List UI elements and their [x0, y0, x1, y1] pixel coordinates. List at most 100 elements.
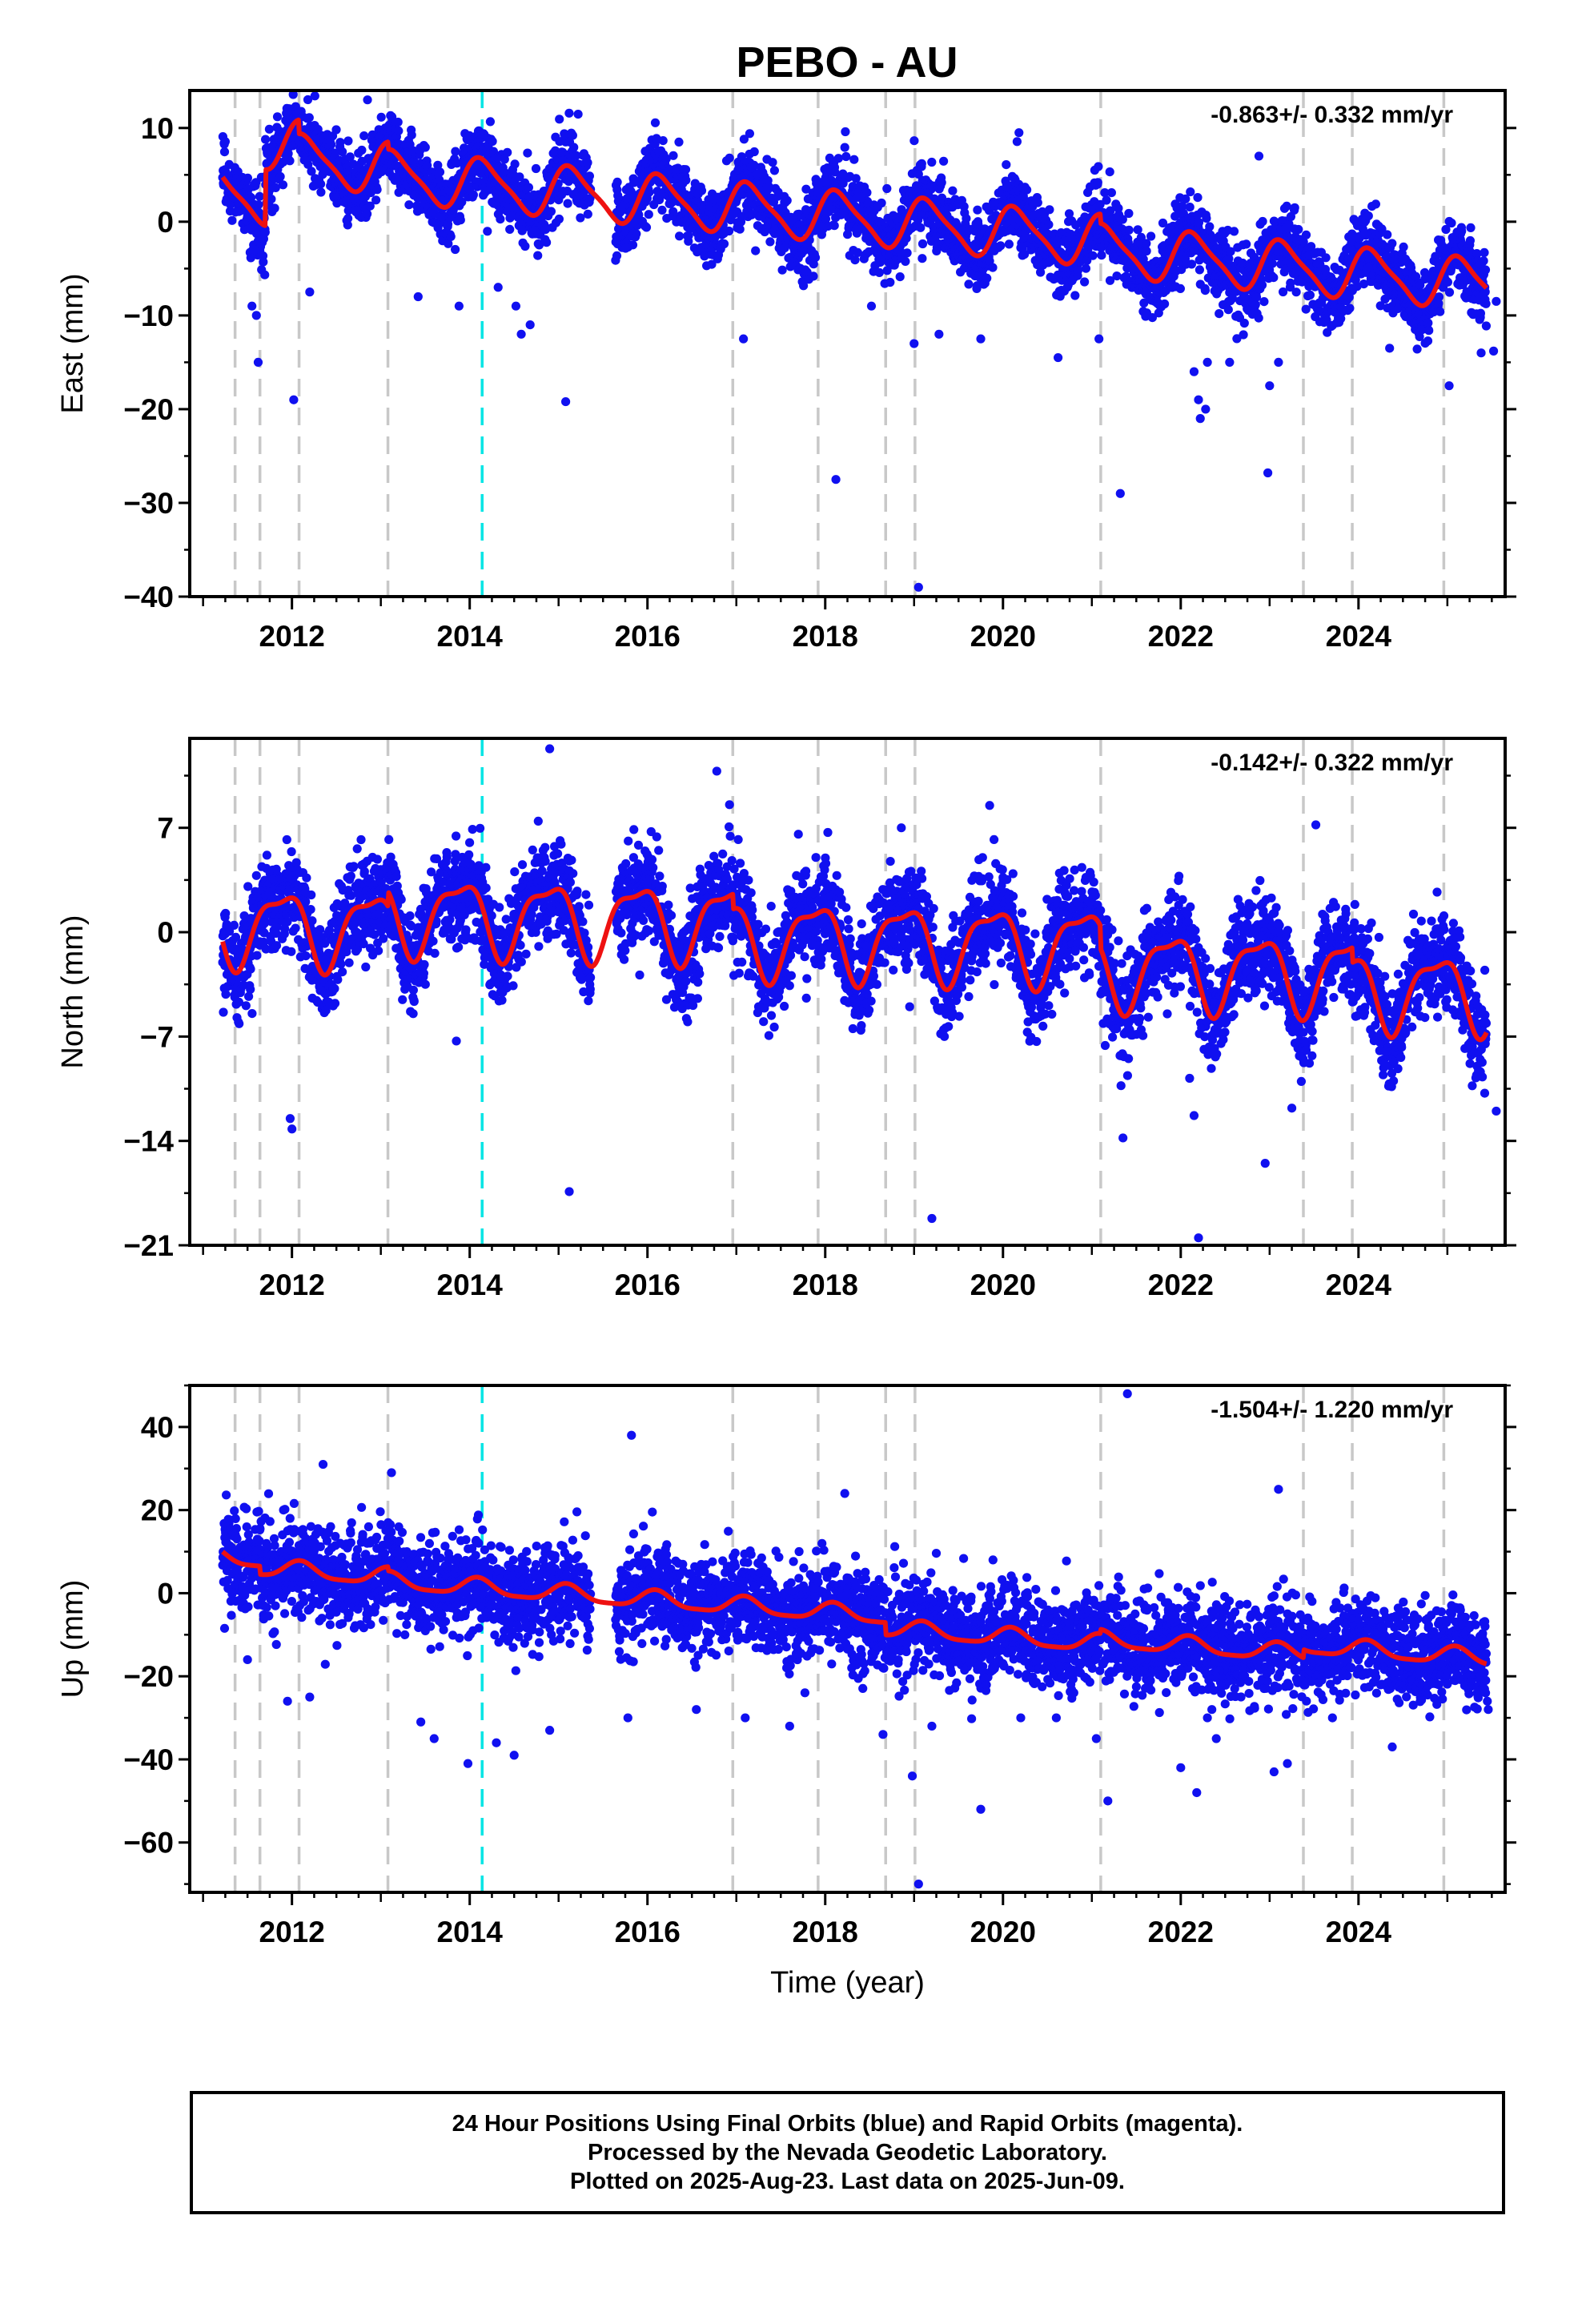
data-point [515, 172, 524, 182]
data-point [283, 149, 293, 159]
data-point [303, 94, 313, 105]
data-point [365, 201, 375, 211]
data-point [272, 112, 283, 122]
data-point [962, 214, 971, 223]
data-point [644, 187, 654, 197]
data-point [927, 157, 937, 167]
data-point [841, 127, 850, 137]
data-point [542, 238, 552, 247]
outlier-point [1225, 357, 1235, 368]
position-points [218, 90, 1501, 592]
outlier-point [934, 329, 944, 339]
data-point [488, 136, 497, 147]
data-point [1200, 286, 1210, 296]
data-point [917, 254, 927, 263]
data-point [564, 108, 574, 118]
panels: 2012 2014 2016 2018 2020 2022 2024100−10−20−30… [56, 89, 1516, 2000]
data-point [407, 131, 416, 140]
data-point [973, 205, 982, 215]
data-point [1094, 162, 1103, 171]
data-point [917, 159, 926, 168]
data-point [751, 246, 761, 255]
data-point [327, 139, 336, 150]
data-point [964, 279, 974, 289]
data-point [264, 124, 274, 134]
outlier-point [1203, 357, 1212, 368]
data-point [523, 148, 532, 158]
data-point [1239, 330, 1248, 340]
data-point [1185, 203, 1195, 212]
data-point [310, 91, 319, 101]
data-point [725, 153, 734, 163]
data-point [982, 273, 992, 283]
data-point [568, 131, 578, 140]
data-point [1465, 235, 1475, 246]
data-point [359, 131, 369, 141]
data-point [1022, 185, 1032, 195]
outlier-point [1201, 404, 1211, 414]
data-point [531, 163, 541, 174]
data-point [1480, 265, 1491, 275]
data-point [882, 183, 892, 194]
data-point [644, 210, 653, 219]
data-point [503, 147, 512, 157]
data-point [316, 187, 326, 197]
data-point [1093, 178, 1102, 187]
data-point [534, 240, 544, 250]
data-point [573, 110, 583, 119]
data-point [1254, 313, 1263, 323]
data-point [335, 138, 345, 147]
data-point [260, 270, 270, 279]
data-point [1481, 321, 1491, 331]
data-point [1124, 208, 1134, 219]
outlier-point [739, 334, 749, 344]
data-point [1146, 231, 1156, 241]
data-point [877, 198, 886, 208]
data-point [243, 173, 252, 183]
data-point [1045, 205, 1054, 215]
data-point [1259, 297, 1269, 307]
outlier-point [493, 283, 503, 292]
data-point [420, 143, 430, 152]
data-point [371, 195, 381, 205]
data-point [338, 147, 347, 157]
data-point [1070, 291, 1080, 300]
data-point [697, 186, 707, 195]
data-point [304, 113, 314, 123]
data-point [669, 207, 678, 216]
data-point [1480, 247, 1489, 257]
data-point [885, 277, 895, 287]
data-point [902, 248, 912, 258]
data-point [583, 209, 592, 219]
outlier-point [831, 475, 841, 485]
outlier-point [1274, 357, 1283, 368]
data-point [840, 143, 849, 152]
data-point [451, 244, 460, 255]
data-point [937, 178, 946, 187]
data-point [246, 253, 255, 263]
data-point [650, 118, 661, 127]
data-point [1286, 278, 1295, 287]
data-point [1088, 251, 1098, 260]
data-point [270, 203, 279, 213]
data-point [895, 272, 905, 282]
data-point [1383, 230, 1392, 239]
data-point [1258, 216, 1267, 227]
data-point [254, 200, 263, 210]
data-point [1133, 225, 1142, 235]
data-point [584, 171, 595, 181]
data-point [988, 263, 998, 272]
data-point [1476, 308, 1485, 318]
data-point [1102, 195, 1111, 205]
outlier-point [1265, 381, 1275, 391]
outlier-point [1444, 381, 1454, 391]
data-point [1229, 227, 1239, 236]
data-point [331, 125, 341, 135]
data-point [1195, 265, 1204, 275]
data-point [829, 221, 839, 231]
data-point [303, 159, 313, 169]
outlier-point [1476, 348, 1486, 358]
outlier-point [1115, 489, 1125, 498]
data-point [841, 151, 851, 162]
data-point [1012, 137, 1022, 147]
